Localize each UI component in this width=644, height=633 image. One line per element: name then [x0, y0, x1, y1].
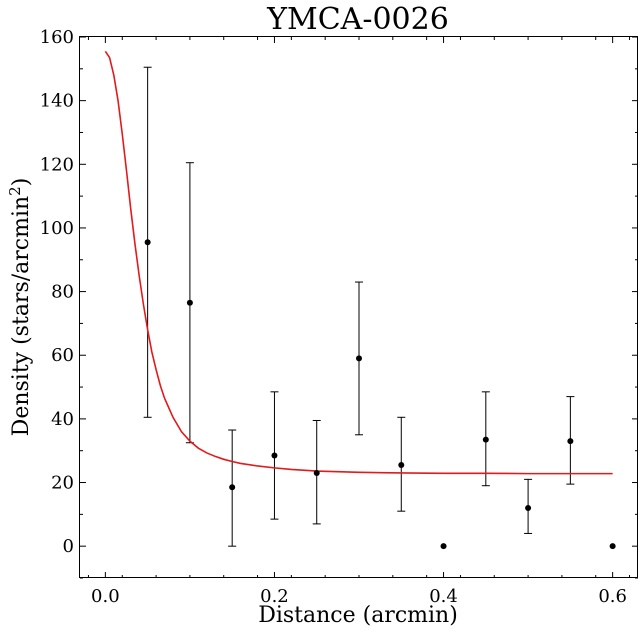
data-point-0 [144, 239, 151, 246]
y-tick-label-0: 0 [63, 536, 74, 557]
data-point-7 [440, 543, 447, 550]
y-tick-label-2: 40 [51, 409, 74, 430]
x-tick-label-3: 0.6 [598, 586, 627, 607]
data-point-1 [186, 299, 193, 306]
fit-curve [104, 50, 613, 475]
x-tick-label-0: 0.0 [91, 586, 120, 607]
x-axis-label: Distance (arcmin) [258, 603, 458, 628]
y-tick-label-7: 140 [40, 91, 74, 112]
y-axis-label-close: ) [9, 178, 34, 187]
plot-area [104, 50, 616, 550]
axis-ticks: 0.0 0.2 0.4 0.6 0 20 40 60 80 100 120 140 160 [40, 27, 638, 607]
data-point-5 [356, 355, 362, 362]
y-axis-label-superscript: 2 [6, 186, 24, 196]
data-point-6 [398, 462, 405, 469]
x-tick-label-1: 0.2 [260, 586, 289, 607]
y-tick-label-4: 80 [51, 282, 74, 303]
y-axis-label-main: Density (stars/arcmin [9, 196, 34, 437]
data-point-2 [229, 484, 236, 491]
data-point-8 [482, 436, 489, 443]
data-point-4 [313, 469, 320, 476]
chart-title: YMCA-0026 [266, 2, 449, 37]
y-tick-label-1: 20 [51, 473, 74, 494]
data-point-10 [567, 438, 574, 445]
y-tick-label-8: 160 [40, 27, 74, 48]
data-point-9 [525, 504, 532, 511]
data-point-11 [609, 543, 616, 550]
data-point-3 [271, 452, 278, 459]
y-tick-label-3: 60 [51, 345, 74, 366]
y-tick-label-5: 100 [40, 218, 74, 239]
x-tick-label-2: 0.4 [429, 586, 458, 607]
y-tick-label-6: 120 [40, 154, 74, 175]
y-axis-label: Density (stars/arcmin2) [6, 178, 34, 437]
